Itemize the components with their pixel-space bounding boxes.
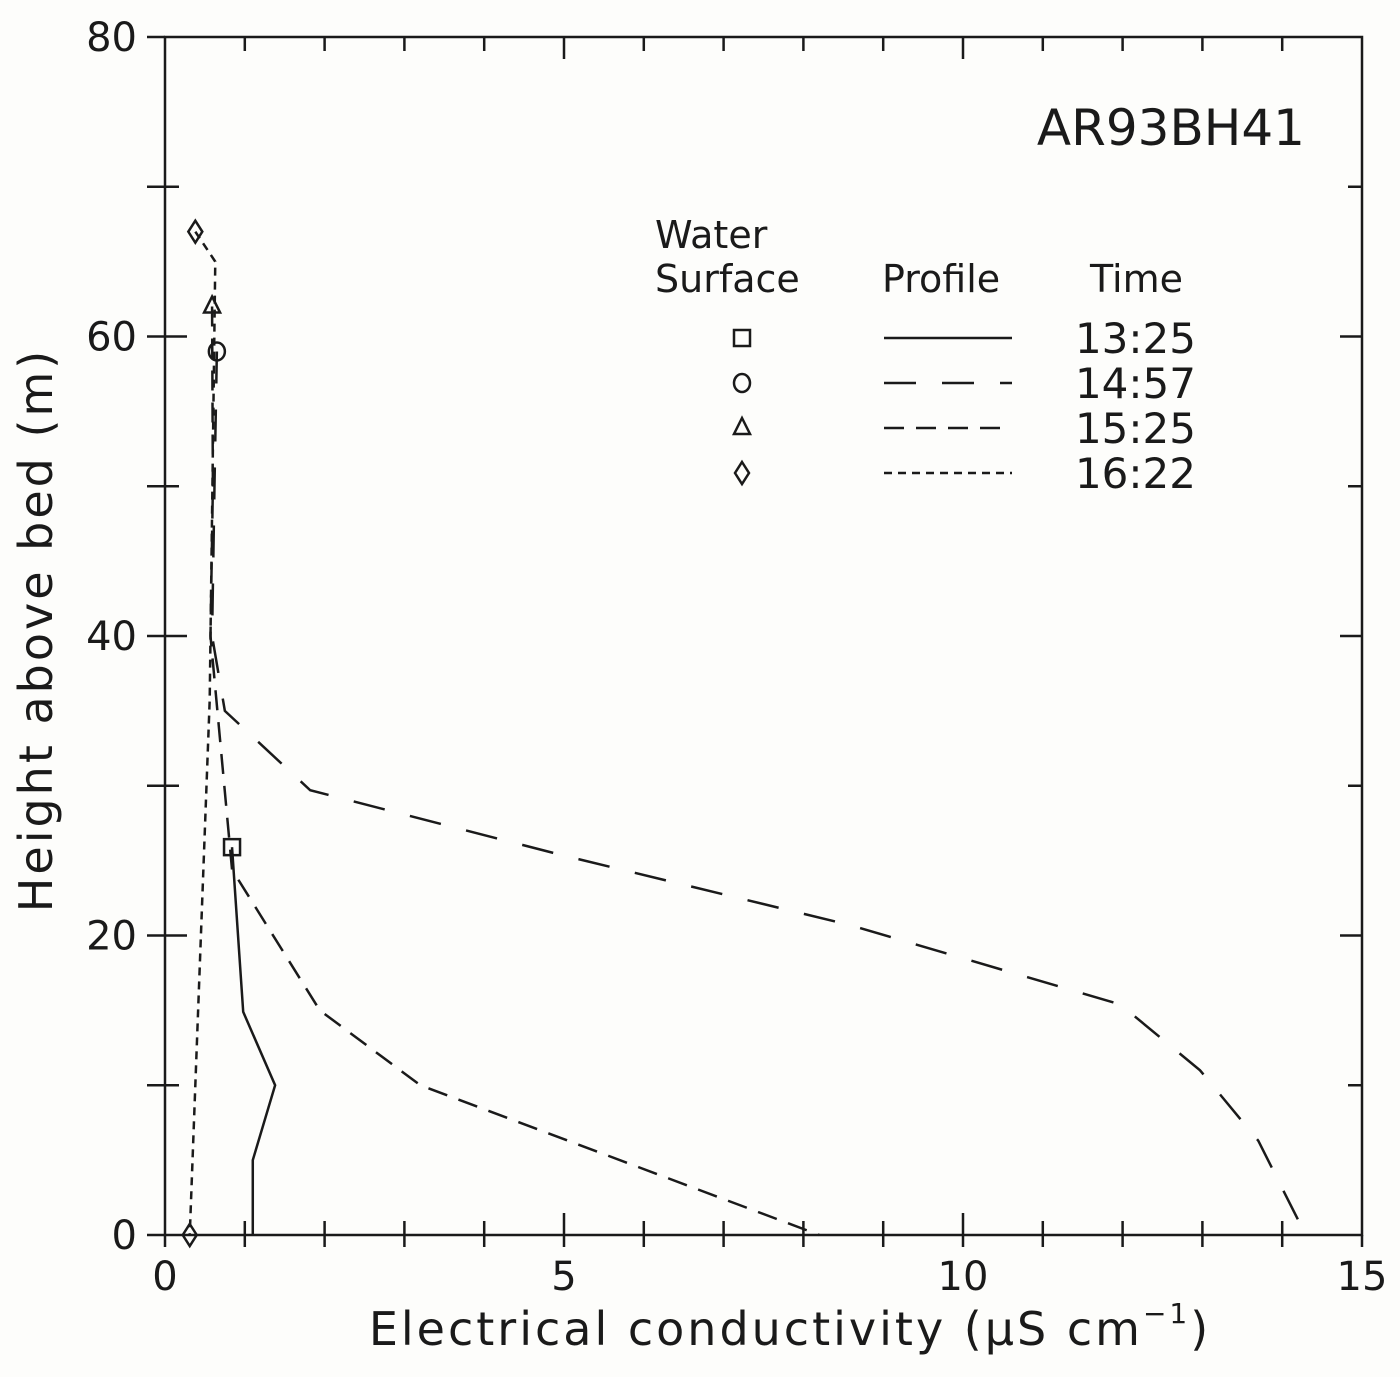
x-tick-label: 0	[152, 1254, 177, 1300]
x-axis-label: Electrical conductivity (µS cm−1)	[369, 1297, 1211, 1356]
legend-time-label: 13:25	[1075, 314, 1196, 363]
water-surface-marker-triangle	[202, 293, 223, 314]
series-line-1525	[209, 306, 820, 1237]
legend: Water Surface Profile Time 13:2514:5715:…	[655, 213, 1196, 498]
bottom-marker-diamond	[181, 1221, 199, 1249]
y-tick-label: 60	[86, 315, 137, 361]
water-surface-marker-square	[222, 837, 242, 857]
series-line-1622	[188, 230, 217, 1236]
y-tick-label: 40	[86, 614, 137, 660]
x-tick-label: 10	[938, 1254, 989, 1300]
legend-header-water: Water	[655, 213, 768, 257]
y-axis-label: Height above bed (m)	[9, 348, 63, 912]
series-line-1457	[210, 351, 1300, 1221]
water-surface-marker-diamond	[186, 218, 204, 246]
y-tick-label: 20	[86, 914, 137, 960]
y-tick-label: 0	[112, 1213, 137, 1259]
chart-title: AR93BH41	[1037, 99, 1305, 157]
legend-time-label: 16:22	[1075, 449, 1196, 498]
legend-header-time: Time	[1089, 257, 1183, 301]
legend-marker-square	[732, 328, 752, 348]
x-tick-label: 5	[551, 1254, 576, 1300]
legend-marker-circle	[732, 372, 752, 394]
x-tick-label: 15	[1337, 1254, 1388, 1300]
y-tick-label: 80	[86, 15, 137, 61]
legend-marker-triangle	[731, 415, 753, 436]
x-axis-label-close: )	[1190, 1302, 1211, 1356]
legend-time-label: 14:57	[1075, 359, 1196, 408]
x-axis-label-sup: −1	[1143, 1297, 1190, 1330]
legend-marker-diamond	[733, 459, 751, 487]
series-line-1325	[230, 847, 277, 1235]
legend-time-label: 15:25	[1075, 404, 1196, 453]
x-axis-label-main: Electrical conductivity (µS cm	[369, 1302, 1143, 1356]
legend-header-surface: Surface	[655, 257, 800, 301]
legend-header-profile: Profile	[882, 257, 1000, 301]
water-surface-marker-circle	[207, 341, 227, 362]
